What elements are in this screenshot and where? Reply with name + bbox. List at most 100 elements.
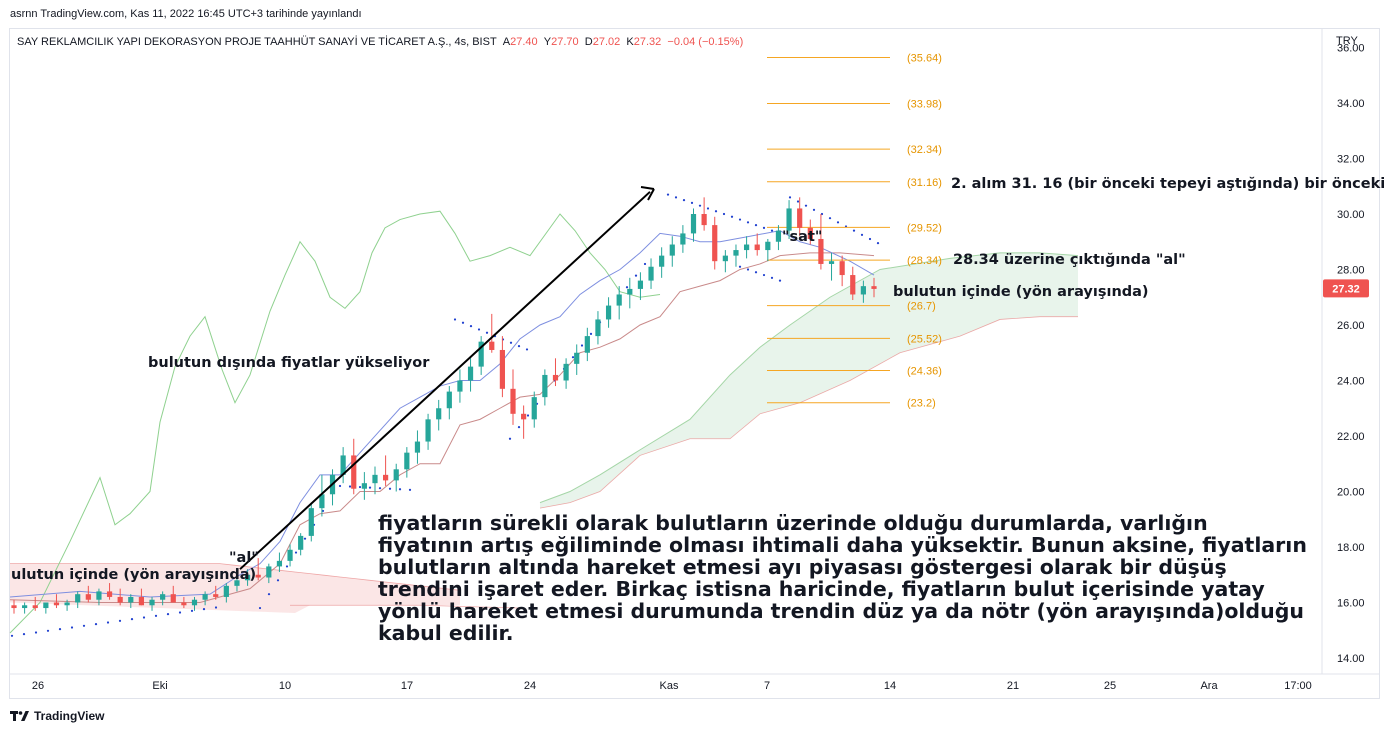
sar-dot	[485, 331, 489, 334]
senkou-span-b-early	[10, 563, 461, 591]
candle	[733, 244, 739, 267]
x-tick-label: 17:00	[1284, 680, 1312, 692]
sar-dot	[214, 606, 218, 609]
candle	[43, 602, 49, 614]
sar-dot	[746, 221, 750, 224]
y-tick-label: 22.00	[1337, 431, 1365, 443]
trend-arrow-line	[239, 191, 651, 570]
sar-dot	[525, 348, 529, 351]
sar-dot	[294, 551, 298, 554]
sar-dot	[778, 279, 782, 282]
candle	[181, 596, 187, 609]
tradingview-logo-icon	[10, 711, 29, 721]
candle	[11, 599, 17, 614]
candle	[160, 591, 166, 606]
x-tick-label: 10	[279, 680, 291, 692]
candle-body	[860, 286, 866, 295]
candle	[234, 574, 240, 592]
sar-dot	[682, 199, 686, 202]
senkou-span-b-flat	[290, 604, 521, 609]
sar-dot	[378, 487, 382, 490]
currency-label[interactable]: TRY	[1336, 35, 1358, 47]
candle	[457, 369, 463, 403]
candle-body	[637, 280, 644, 289]
candle-body	[170, 594, 176, 603]
candle-body	[595, 319, 601, 337]
sar-dot	[698, 204, 702, 207]
candle-body	[712, 225, 718, 262]
sar-dot	[190, 609, 194, 612]
candle-body	[563, 363, 569, 381]
senkou-span-b	[539, 316, 1078, 509]
fib-label: (32.34)	[907, 144, 942, 156]
candle-body	[96, 591, 102, 600]
candle	[308, 502, 314, 542]
y-tick-label: 30.00	[1337, 209, 1365, 221]
candle-body	[552, 374, 559, 381]
candle-body	[616, 294, 622, 306]
candle	[627, 277, 633, 309]
sar-dot	[722, 212, 726, 216]
candle-body	[807, 227, 813, 239]
y-tick-label: 24.00	[1337, 376, 1365, 388]
candle	[372, 466, 378, 495]
candle	[743, 236, 750, 259]
candle-body	[255, 574, 261, 578]
candle	[489, 313, 495, 353]
sar-dot	[82, 624, 86, 627]
annotation-inside-cloud-right: bulutun içinde (yön arayışında)	[893, 284, 1149, 300]
candle	[298, 533, 304, 556]
sar-dot	[166, 613, 170, 616]
candle-body	[499, 349, 505, 389]
candle-body	[149, 599, 155, 606]
candle	[96, 588, 102, 606]
sar-dot	[321, 509, 325, 513]
candle	[340, 447, 346, 484]
sar-dot	[746, 268, 750, 271]
change-value: −0.04 (−0.15%)	[667, 36, 744, 48]
sar-dot	[812, 208, 816, 211]
candle	[584, 327, 590, 362]
sar-dot	[58, 628, 62, 631]
candle	[75, 591, 81, 609]
candle-body	[521, 413, 527, 420]
sar-dot	[571, 356, 575, 359]
y-tick-label: 32.00	[1337, 154, 1365, 166]
candle	[255, 558, 261, 581]
candle-body	[446, 391, 452, 409]
cloud-bullish	[540, 252, 1078, 509]
candle	[32, 596, 38, 611]
candle	[722, 250, 728, 273]
candle	[839, 255, 845, 287]
sar-dot	[508, 437, 512, 440]
sar-dot	[580, 344, 584, 347]
sar-dot	[118, 619, 122, 622]
kijun-sen	[9, 252, 875, 603]
sar-dot	[388, 487, 392, 490]
candle-body	[775, 230, 782, 242]
sar-dot	[738, 265, 742, 268]
candle-body	[393, 469, 399, 481]
annotation-sell: "sat"	[782, 229, 822, 245]
sar-dot	[730, 215, 734, 218]
candle-body	[361, 483, 367, 489]
sar-dot	[408, 488, 412, 491]
fib-label: (29.52)	[907, 222, 942, 234]
candle-body	[298, 535, 304, 550]
candle	[595, 311, 601, 345]
candle-body	[680, 233, 686, 245]
annotation-buy: "al"	[229, 550, 259, 566]
sar-dot	[796, 200, 800, 203]
footer-brand-text: TradingView	[34, 709, 105, 723]
x-tick-label: 25	[1104, 680, 1116, 692]
candle-body	[467, 366, 474, 381]
annotation-buy-2834: 28.34 üzerine çıktığında "al"	[953, 252, 1186, 268]
sar-dot	[267, 593, 271, 596]
sar-dot	[338, 484, 342, 488]
candle	[659, 247, 665, 278]
sar-dot	[762, 273, 766, 277]
candle	[850, 266, 856, 301]
candle	[542, 369, 548, 406]
candle-body	[11, 605, 17, 609]
